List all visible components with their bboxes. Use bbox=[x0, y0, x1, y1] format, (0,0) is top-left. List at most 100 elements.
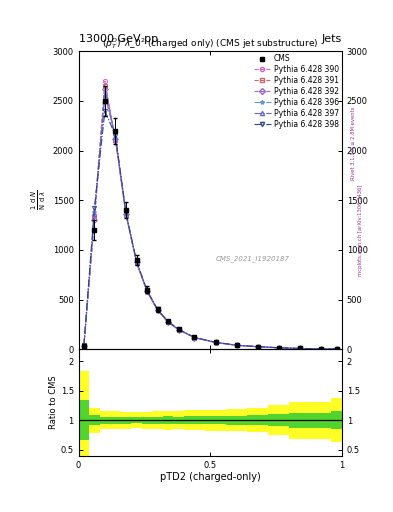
Pythia 6.428 390 bbox=[103, 78, 107, 84]
Pythia 6.428 392 bbox=[134, 259, 139, 265]
Pythia 6.428 391 bbox=[166, 319, 171, 325]
Line: Pythia 6.428 397: Pythia 6.428 397 bbox=[82, 93, 339, 351]
Pythia 6.428 391 bbox=[134, 260, 139, 266]
Pythia 6.428 398 bbox=[318, 346, 323, 352]
Legend: CMS, Pythia 6.428 390, Pythia 6.428 391, Pythia 6.428 392, Pythia 6.428 396, Pyt: CMS, Pythia 6.428 390, Pythia 6.428 391,… bbox=[253, 53, 340, 130]
Pythia 6.428 397 bbox=[255, 344, 260, 350]
Pythia 6.428 391 bbox=[145, 288, 149, 294]
Pythia 6.428 390 bbox=[81, 343, 86, 349]
Pythia 6.428 390 bbox=[213, 339, 218, 346]
Pythia 6.428 396 bbox=[334, 346, 339, 352]
Pythia 6.428 391 bbox=[234, 343, 239, 349]
Y-axis label: Ratio to CMS: Ratio to CMS bbox=[49, 376, 58, 429]
Pythia 6.428 396 bbox=[298, 346, 302, 352]
Pythia 6.428 392 bbox=[113, 136, 118, 142]
Pythia 6.428 397 bbox=[145, 288, 149, 294]
Pythia 6.428 390 bbox=[176, 327, 181, 333]
Pythia 6.428 397 bbox=[276, 345, 281, 351]
Pythia 6.428 392 bbox=[318, 346, 323, 352]
Pythia 6.428 390 bbox=[334, 346, 339, 352]
Pythia 6.428 392 bbox=[155, 307, 160, 313]
Pythia 6.428 396 bbox=[192, 334, 197, 340]
Pythia 6.428 390 bbox=[276, 345, 281, 351]
Pythia 6.428 396 bbox=[113, 135, 118, 141]
Pythia 6.428 397 bbox=[81, 343, 86, 349]
Pythia 6.428 397 bbox=[92, 211, 97, 217]
Pythia 6.428 390 bbox=[145, 289, 149, 295]
Pythia 6.428 397 bbox=[166, 318, 171, 325]
Pythia 6.428 391 bbox=[276, 345, 281, 351]
Pythia 6.428 392 bbox=[213, 339, 218, 346]
Pythia 6.428 397 bbox=[318, 346, 323, 352]
Pythia 6.428 390 bbox=[192, 335, 197, 341]
Pythia 6.428 391 bbox=[103, 83, 107, 89]
Pythia 6.428 392 bbox=[103, 86, 107, 92]
Pythia 6.428 398 bbox=[255, 344, 260, 350]
Pythia 6.428 392 bbox=[334, 346, 339, 352]
Pythia 6.428 397 bbox=[298, 346, 302, 352]
Pythia 6.428 398 bbox=[155, 306, 160, 312]
Pythia 6.428 398 bbox=[176, 326, 181, 332]
Pythia 6.428 396 bbox=[155, 307, 160, 313]
Pythia 6.428 396 bbox=[145, 288, 149, 294]
Line: Pythia 6.428 398: Pythia 6.428 398 bbox=[82, 109, 339, 351]
Pythia 6.428 392 bbox=[92, 217, 97, 223]
Title: $(p_T^D)^2\lambda\_0^2$ (charged only) (CMS jet substructure): $(p_T^D)^2\lambda\_0^2$ (charged only) (… bbox=[102, 36, 318, 51]
Pythia 6.428 391 bbox=[155, 307, 160, 313]
Pythia 6.428 392 bbox=[192, 334, 197, 340]
Pythia 6.428 391 bbox=[192, 335, 197, 341]
Pythia 6.428 390 bbox=[155, 307, 160, 313]
Pythia 6.428 396 bbox=[213, 339, 218, 346]
Line: Pythia 6.428 392: Pythia 6.428 392 bbox=[82, 87, 339, 351]
Pythia 6.428 396 bbox=[166, 319, 171, 325]
Pythia 6.428 396 bbox=[103, 90, 107, 96]
Pythia 6.428 390 bbox=[124, 212, 129, 218]
Pythia 6.428 397 bbox=[134, 259, 139, 265]
Pythia 6.428 396 bbox=[92, 209, 97, 215]
Pythia 6.428 391 bbox=[81, 343, 86, 349]
Pythia 6.428 392 bbox=[276, 345, 281, 351]
Line: Pythia 6.428 396: Pythia 6.428 396 bbox=[82, 91, 339, 351]
Pythia 6.428 391 bbox=[124, 211, 129, 218]
Text: mcplots.cern.ch [arXiv:1306.3436]: mcplots.cern.ch [arXiv:1306.3436] bbox=[358, 185, 363, 276]
Pythia 6.428 398 bbox=[145, 287, 149, 293]
Pythia 6.428 392 bbox=[81, 343, 86, 349]
Pythia 6.428 396 bbox=[255, 344, 260, 350]
Pythia 6.428 398 bbox=[234, 342, 239, 348]
Pythia 6.428 392 bbox=[145, 288, 149, 294]
Pythia 6.428 398 bbox=[166, 318, 171, 325]
Pythia 6.428 396 bbox=[124, 210, 129, 217]
Pythia 6.428 392 bbox=[166, 319, 171, 325]
Pythia 6.428 398 bbox=[213, 339, 218, 346]
Pythia 6.428 398 bbox=[113, 133, 118, 139]
Pythia 6.428 396 bbox=[134, 259, 139, 265]
Pythia 6.428 390 bbox=[318, 346, 323, 352]
Pythia 6.428 396 bbox=[318, 346, 323, 352]
Pythia 6.428 397 bbox=[176, 326, 181, 332]
Pythia 6.428 398 bbox=[298, 346, 302, 352]
Text: 13000 GeV pp: 13000 GeV pp bbox=[79, 33, 158, 44]
Text: Jets: Jets bbox=[321, 33, 342, 44]
Pythia 6.428 392 bbox=[255, 344, 260, 350]
Pythia 6.428 390 bbox=[113, 138, 118, 144]
Pythia 6.428 398 bbox=[81, 342, 86, 348]
Pythia 6.428 391 bbox=[255, 344, 260, 350]
Pythia 6.428 391 bbox=[298, 346, 302, 352]
Pythia 6.428 391 bbox=[92, 215, 97, 221]
Pythia 6.428 392 bbox=[176, 327, 181, 333]
Pythia 6.428 390 bbox=[134, 260, 139, 266]
Pythia 6.428 397 bbox=[334, 346, 339, 352]
Pythia 6.428 398 bbox=[192, 334, 197, 340]
Pythia 6.428 397 bbox=[155, 307, 160, 313]
Line: Pythia 6.428 391: Pythia 6.428 391 bbox=[82, 84, 339, 351]
Pythia 6.428 392 bbox=[234, 342, 239, 348]
Pythia 6.428 391 bbox=[176, 327, 181, 333]
Pythia 6.428 398 bbox=[134, 258, 139, 264]
Pythia 6.428 390 bbox=[92, 212, 97, 218]
Pythia 6.428 391 bbox=[113, 137, 118, 143]
Pythia 6.428 398 bbox=[124, 210, 129, 216]
Pythia 6.428 397 bbox=[103, 92, 107, 98]
Pythia 6.428 398 bbox=[92, 205, 97, 211]
Pythia 6.428 390 bbox=[234, 343, 239, 349]
Pythia 6.428 396 bbox=[276, 345, 281, 351]
